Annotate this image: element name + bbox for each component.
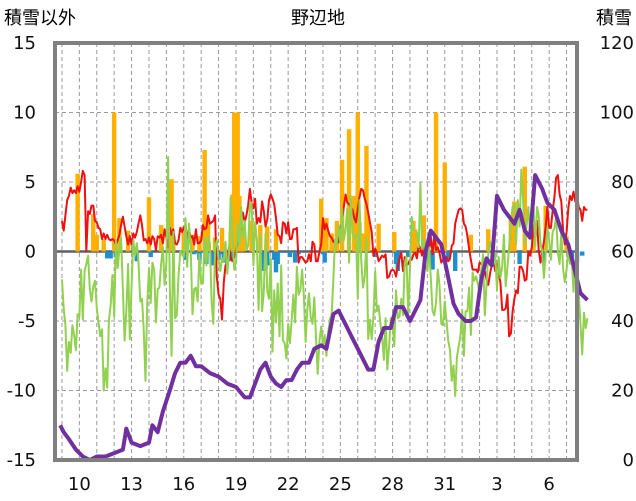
bar [531, 234, 536, 252]
x-tick-label: 3 [491, 474, 502, 495]
bar [433, 112, 439, 252]
left-tick-label: -10 [7, 381, 36, 402]
right-axis-label: 積雪 [596, 8, 632, 29]
right-tick-labels: 0 20 40 60 80 100 120 [600, 33, 634, 471]
x-tick-label: 6 [543, 474, 554, 495]
left-axis-label: 積雪以外 [4, 8, 76, 29]
right-tick-label: 20 [611, 381, 634, 402]
left-tick-label: -5 [18, 311, 36, 332]
bar [360, 233, 366, 252]
bar [329, 233, 334, 252]
bar [240, 229, 246, 252]
bar [430, 251, 435, 270]
right-tick-label: 60 [611, 242, 634, 263]
x-tick-labels: 10 13 16 19 22 25 28 31 3 6 [68, 474, 555, 495]
right-tick-label: 80 [611, 172, 634, 193]
bar [183, 251, 188, 260]
bar [287, 251, 293, 258]
x-tick-label: 16 [172, 474, 195, 495]
x-tick-label: 28 [381, 474, 404, 495]
bar [148, 251, 153, 258]
bar [446, 251, 451, 262]
bar [364, 145, 369, 252]
bar [219, 227, 225, 252]
bar [366, 220, 371, 252]
bar [421, 215, 427, 252]
left-tick-labels: -15 -10 -5 0 5 10 15 [7, 33, 36, 471]
left-tick-label: 5 [25, 172, 36, 193]
series-line [61, 156, 589, 398]
bar [169, 179, 174, 252]
right-tick-label: 40 [611, 311, 634, 332]
bar [486, 229, 491, 252]
bar [442, 162, 447, 252]
x-tick-label: 31 [433, 474, 456, 495]
series-line [58, 173, 589, 462]
bar [192, 251, 197, 255]
bar [265, 226, 270, 252]
bar [517, 251, 522, 265]
bar [397, 251, 402, 259]
bar [522, 166, 527, 252]
x-tick-label: 13 [120, 474, 143, 495]
bar [273, 229, 279, 252]
right-tick-label: 0 [623, 450, 634, 471]
bar [392, 232, 397, 252]
bar [111, 112, 117, 252]
plot-frame [53, 41, 579, 462]
x-tick-label: 19 [225, 474, 248, 495]
x-tick-label: 22 [277, 474, 300, 495]
bar [202, 150, 207, 252]
bar [352, 195, 357, 252]
bar [218, 251, 223, 255]
bar [541, 251, 547, 263]
bar [211, 251, 216, 266]
bar [292, 251, 298, 263]
right-tick-label: 120 [600, 33, 634, 54]
left-tick-label: 10 [13, 103, 36, 124]
x-tick-label: 10 [68, 474, 91, 495]
bar [94, 234, 99, 252]
bar [395, 251, 400, 271]
bar [190, 234, 195, 252]
bar [376, 223, 381, 252]
bar [355, 112, 360, 252]
bar [346, 129, 352, 252]
bar [412, 229, 418, 252]
line-series [58, 156, 589, 462]
bar [235, 112, 240, 252]
bar [280, 251, 286, 253]
bar [146, 197, 152, 252]
bar [134, 251, 139, 262]
bar [108, 251, 113, 259]
bar [372, 251, 378, 258]
bar [324, 218, 329, 252]
right-tick-label: 100 [600, 103, 634, 124]
left-tick-label: 0 [25, 242, 36, 263]
bar [320, 225, 326, 252]
bar [322, 251, 327, 263]
bar [468, 234, 474, 252]
bar [91, 213, 96, 252]
bar [406, 251, 411, 258]
bar [101, 238, 106, 252]
bar [453, 251, 458, 271]
series-line [61, 169, 588, 338]
left-tick-label: -15 [7, 450, 36, 471]
x-tick-label: 25 [329, 474, 352, 495]
bar [105, 251, 110, 259]
chart-title: 野辺地 [291, 8, 345, 29]
bar [275, 251, 280, 265]
left-tick-label: 15 [13, 33, 36, 54]
bar [265, 251, 270, 266]
bar [580, 251, 585, 256]
bar [339, 159, 345, 252]
bar [75, 173, 80, 252]
